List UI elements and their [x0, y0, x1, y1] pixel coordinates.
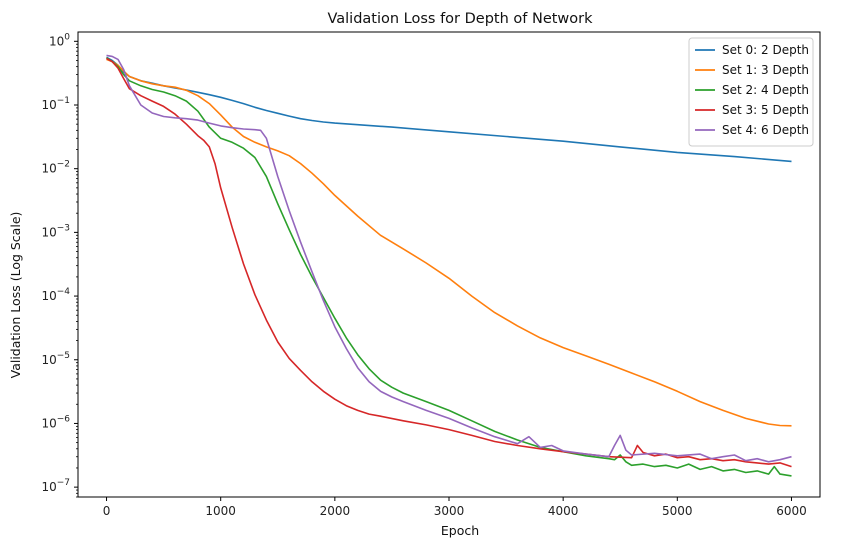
series-line-2 [106, 57, 792, 477]
legend-entry: Set 4: 6 Depth [722, 123, 809, 137]
y-tick-label: 10−6 [41, 414, 70, 430]
x-tick-label: 0 [103, 504, 111, 518]
y-tick-label: 10−2 [41, 160, 70, 176]
series-line-1 [106, 58, 792, 427]
chart-title: Validation Loss for Depth of Network [327, 11, 593, 27]
legend-entry: Set 0: 2 Depth [722, 43, 809, 57]
x-tick-label: 6000 [776, 504, 807, 518]
x-tick-label: 5000 [662, 504, 693, 518]
x-axis: 0 1000 2000 3000 4000 5000 6000 [103, 497, 807, 518]
y-tick-label: 10−7 [41, 478, 70, 494]
x-tick-label: 1000 [205, 504, 236, 518]
y-tick-label: 10−4 [41, 287, 70, 303]
x-tick-label: 2000 [320, 504, 351, 518]
series-line-3 [106, 57, 792, 468]
x-tick-label: 3000 [434, 504, 465, 518]
plot-area [106, 54, 792, 477]
series-line-4 [106, 54, 792, 463]
legend: Set 0: 2 Depth Set 1: 3 Depth Set 2: 4 Dep… [688, 37, 814, 147]
y-tick-label: 100 [49, 32, 70, 48]
y-axis-label: Validation Loss (Log Scale) [8, 212, 23, 379]
x-axis-label: Epoch [441, 523, 479, 538]
series-layer [106, 54, 792, 477]
y-tick-label: 10−5 [41, 351, 70, 367]
y-axis: 100 10−1 10−2 10−3 10−4 10−5 10−6 10−7 [41, 32, 78, 498]
legend-entry: Set 3: 5 Depth [722, 103, 809, 117]
legend-entry: Set 1: 3 Depth [722, 63, 809, 77]
y-tick-label: 10−3 [41, 223, 70, 239]
legend-box [688, 37, 814, 147]
x-tick-label: 4000 [548, 504, 579, 518]
y-tick-label: 10−1 [41, 96, 70, 112]
legend-entry: Set 2: 4 Depth [722, 83, 809, 97]
